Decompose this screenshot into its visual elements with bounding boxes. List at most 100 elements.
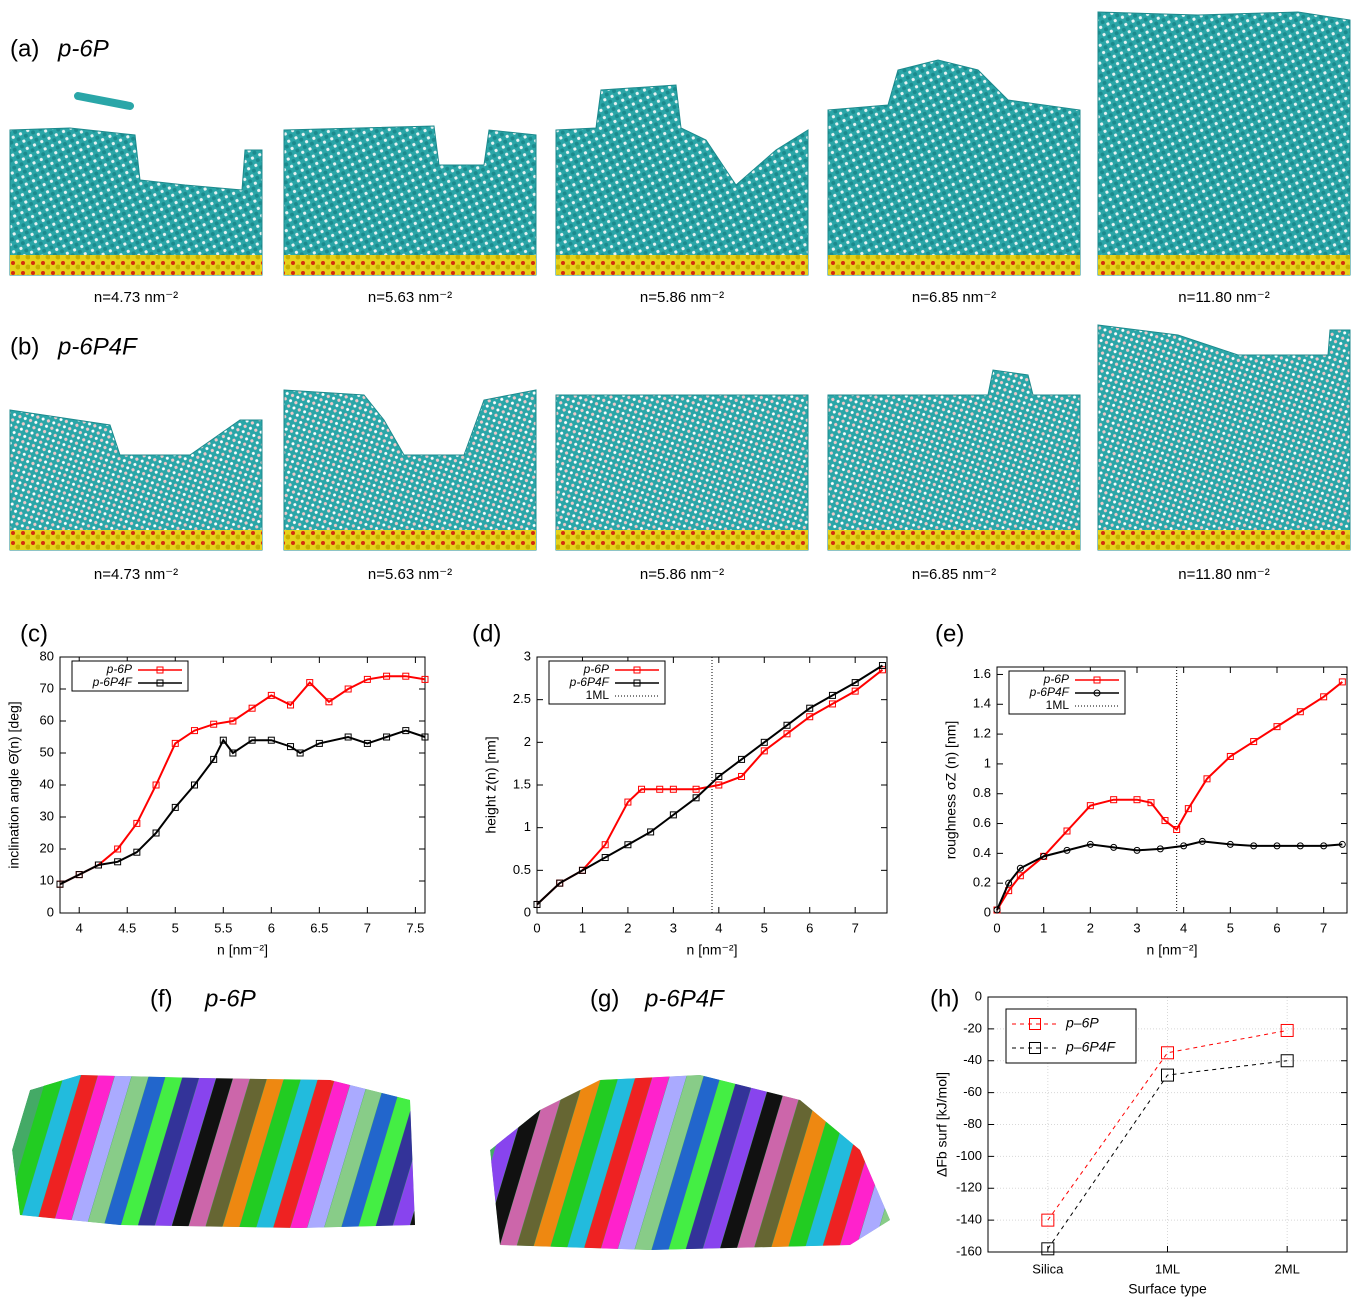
data-point — [806, 704, 814, 712]
molecule-stripe — [400, 1075, 415, 1228]
data-point — [1161, 1068, 1174, 1082]
y-tick-label: 0 — [47, 904, 54, 919]
data-point — [114, 858, 122, 866]
panel-label: (b) — [10, 333, 39, 360]
molecule-stripe — [298, 1075, 374, 1228]
data-point — [171, 803, 179, 811]
y-tick-label: 0.4 — [973, 845, 991, 860]
y-tick-label: 0.8 — [973, 785, 991, 800]
y-tick-label: 1.2 — [973, 726, 991, 741]
substrate — [828, 255, 1080, 275]
data-point — [287, 701, 295, 709]
data-point — [578, 866, 586, 874]
y-tick-label: 1 — [524, 819, 531, 834]
data-point — [1320, 693, 1328, 701]
molecule-stripe — [281, 1075, 357, 1228]
x-tick-label: 1 — [1040, 920, 1047, 935]
data-point — [760, 738, 768, 746]
data-point — [851, 679, 859, 687]
x-tick-label: 2 — [1087, 920, 1094, 935]
data-point — [1226, 840, 1234, 848]
film-snapshot — [1097, 324, 1351, 551]
legend-label: p-6P — [106, 662, 132, 676]
data-point — [267, 736, 275, 744]
data-point — [315, 739, 323, 747]
data-point — [601, 841, 609, 849]
series-line — [59, 675, 426, 886]
y-tick-label: 2.5 — [513, 691, 531, 706]
snapshot-caption: n=5.63 nm⁻² — [368, 289, 452, 306]
data-point — [1198, 837, 1206, 845]
data-point — [248, 704, 256, 712]
x-tick-label: 2 — [624, 920, 631, 935]
data-point — [1133, 846, 1141, 854]
snapshot-caption: n=11.80 nm⁻² — [1178, 289, 1269, 306]
legend-box — [71, 660, 189, 692]
data-point — [210, 755, 218, 763]
data-point — [1296, 708, 1304, 716]
data-point — [190, 727, 198, 735]
data-point — [783, 730, 791, 738]
data-point — [1093, 676, 1101, 684]
x-tick-label: 4 — [76, 920, 83, 935]
data-point — [878, 666, 886, 674]
x-tick-label: 6 — [1273, 920, 1280, 935]
substrate — [10, 530, 262, 550]
data-point — [1040, 852, 1048, 860]
y-tick-label: 10 — [40, 872, 54, 887]
data-point — [738, 772, 746, 780]
molecule-stripe — [213, 1075, 289, 1228]
data-point — [601, 854, 609, 862]
substrate — [284, 255, 536, 275]
y-tick-label: 50 — [40, 744, 54, 759]
data-point — [1280, 1023, 1294, 1037]
y-tick-label: 0 — [975, 988, 982, 1003]
data-point — [1320, 842, 1328, 850]
molecule-name: p-6P — [57, 35, 109, 62]
panel-label: (c) — [20, 620, 48, 647]
data-point — [171, 739, 179, 747]
data-point — [1156, 845, 1164, 853]
x-axis-label: n [nm⁻²] — [1147, 942, 1198, 958]
data-point — [1184, 805, 1192, 813]
data-point — [1161, 817, 1169, 825]
x-tick-label: 7 — [364, 920, 371, 935]
film-snapshot — [555, 84, 809, 276]
data-point — [152, 829, 160, 837]
data-point — [94, 861, 102, 869]
molecule-stripe — [598, 1075, 674, 1250]
snapshot-caption: n=6.85 nm⁻² — [912, 566, 996, 583]
data-point — [1086, 802, 1094, 810]
molecule-stripe — [666, 1075, 742, 1250]
x-tick-label: 4.5 — [118, 920, 136, 935]
data-point — [1338, 840, 1346, 848]
y-tick-label: -120 — [956, 1180, 982, 1195]
data-point — [344, 733, 352, 741]
molecule-stripe — [315, 1075, 391, 1228]
y-tick-label: -100 — [956, 1148, 982, 1163]
molecule-stripe — [870, 1075, 890, 1250]
film-snapshot — [283, 389, 537, 551]
y-tick-label: 0 — [524, 904, 531, 919]
molecule-stripe — [700, 1075, 776, 1250]
x-tick-label: 1ML — [1155, 1261, 1180, 1276]
snapshot-caption: n=5.63 nm⁻² — [368, 566, 452, 583]
data-point — [828, 691, 836, 699]
y-tick-label: 1.5 — [513, 776, 531, 791]
data-point — [624, 841, 632, 849]
film-snapshot — [9, 409, 263, 551]
data-point — [344, 685, 352, 693]
molecule-name: p-6P4F — [644, 985, 725, 1012]
legend-label: p-6P — [583, 662, 609, 676]
cluster-snapshot — [12, 1075, 415, 1228]
molecule-stripe — [683, 1075, 759, 1250]
legend-label: 1ML — [586, 688, 610, 702]
y-tick-label: 40 — [40, 776, 54, 791]
legend-label: p–6P4F — [1065, 1039, 1116, 1055]
data-point — [306, 679, 314, 687]
data-point — [1226, 752, 1234, 760]
panel-label: (a) — [10, 35, 39, 62]
data-point — [633, 679, 641, 687]
data-point — [656, 785, 664, 793]
molecule-stripe — [564, 1075, 640, 1250]
